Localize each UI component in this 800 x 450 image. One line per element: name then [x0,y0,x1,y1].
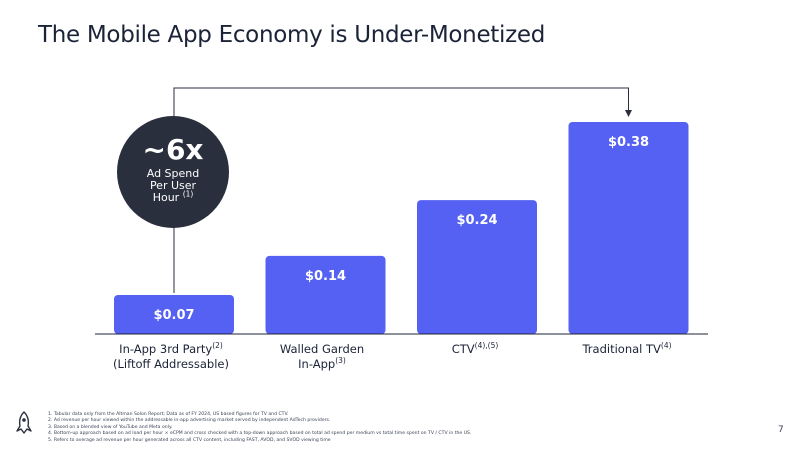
category-label-line1: CTV [451,342,475,356]
page-title: The Mobile App Economy is Under-Monetize… [38,22,546,48]
callout-line2: Per User [149,179,197,192]
category-label-line1: Traditional TV [582,342,661,356]
bar-value-label-3: $0.38 [608,135,649,150]
category-label-line2: (Liftoff Addressable) [113,357,229,371]
callout-line3: Hour [152,191,180,204]
footnote-item: 2. Ad revenue per hour viewed within the… [48,418,331,424]
category-label-line1: Walled Garden [279,342,365,356]
category-label-inapp: In-App 3rd Party(2) (Liftoff Addressable… [96,342,246,372]
rocket-logo-icon [16,411,32,434]
bar-2 [417,200,537,334]
callout-line1: Ad Spend [146,167,200,180]
footnote-item: 5. Refers to average ad revenue per hour… [48,437,331,443]
category-label-ctv: CTV(4),(5) [400,342,550,357]
bar-value-label-2: $0.24 [456,213,497,228]
category-label-line2: In-App [298,357,336,371]
comparison-bracket [173,87,629,293]
callout-text: Ad Spend Per User Hour (1) [117,168,229,204]
bracket-arrowhead [625,110,632,117]
callout-value: ~6x [142,133,204,166]
category-label-sup: (4) [660,341,672,351]
callout-bubble: ~6x Ad Spend Per User Hour (1) [117,116,229,228]
footnote-item: 4. Bottom-up approach based on ad load p… [48,431,472,437]
bar-0 [114,294,234,334]
category-label-sup: (3) [335,356,346,366]
bar-value-label-0: $0.07 [153,308,194,323]
bar-value-label-1: $0.14 [305,269,346,284]
bar-3 [568,122,689,334]
category-label-line1: In-App 3rd Party [119,342,213,356]
page-number: 7 [778,425,784,435]
callout-footnote-ref: (1) [182,189,194,199]
category-label-sup: (4),(5) [474,341,499,351]
category-label-traditional-tv: Traditional TV(4) [552,342,702,357]
footnote-item: 1. Tabular data only from the Altman Sol… [48,412,289,417]
bar-1 [265,255,386,334]
category-label-sup: (2) [212,341,223,351]
footnote-item: 3. Based on a blended view of YouTube an… [48,424,173,430]
footnotes: 1. Tabular data only from the Altman Sol… [48,412,471,444]
category-label-walled-garden: Walled Garden In-App(3) [247,342,397,372]
